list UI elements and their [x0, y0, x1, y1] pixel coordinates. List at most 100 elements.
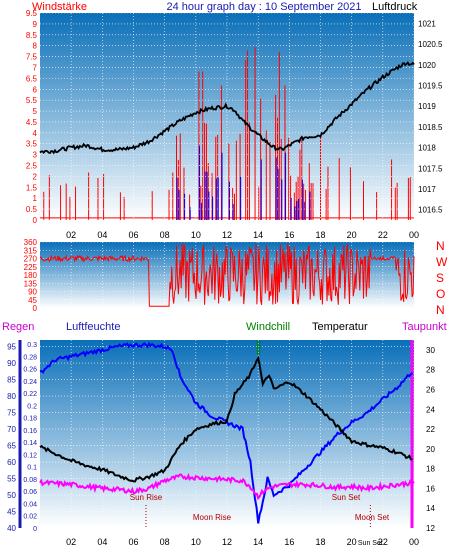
page-title: 24 hour graph day : 10 September 2021 — [166, 1, 361, 13]
moon-set-annotation: Moon Set — [355, 513, 390, 522]
p3-x-tick-label: 20 — [347, 537, 357, 547]
p3-temp-tick-label: 26 — [426, 385, 435, 394]
p3-humidity-tick-label: 65 — [7, 442, 16, 451]
p3-humidity-tick-label: 80 — [7, 392, 16, 401]
p1-y-left-tick-label: 6.5 — [26, 74, 38, 83]
temperatur-label: Temperatur — [312, 321, 368, 333]
p3-x-tick-label: 04 — [97, 537, 107, 547]
p1-y-left-tick-label: 6 — [33, 85, 38, 94]
p1-y-left-tick-label: 9.5 — [26, 9, 38, 18]
p2-y-tick-label: 315 — [24, 246, 38, 255]
windchill-label: Windchill — [246, 321, 290, 333]
p3-x-tick-label: 08 — [160, 537, 170, 547]
p1-y-right-tick-label: 1019.5 — [418, 81, 443, 90]
p1-x-tick-label: 10 — [191, 230, 201, 240]
p3-humidity-tick-label: 95 — [7, 343, 16, 352]
p3-rain-tick-label: 0.14 — [23, 440, 37, 447]
p1-y-right-tick-label: 1018 — [418, 144, 436, 153]
sun-set-annotation: Sun Set — [332, 493, 361, 502]
p3-humidity-tick-label: 60 — [7, 458, 16, 467]
p3-x-tick-label: 16 — [284, 537, 294, 547]
sun-rise-annotation: Sun Rise — [130, 493, 163, 502]
p3-humidity-tick-label: 45 — [7, 508, 16, 517]
p3-rain-tick-label: 0.08 — [23, 477, 37, 484]
p2-y-tick-label: 0 — [33, 304, 38, 313]
p2-y-tick-label: 270 — [24, 255, 38, 264]
p3-temp-tick-label: 20 — [426, 445, 435, 454]
p2-y-tick-label: 135 — [24, 279, 38, 288]
p3-rain-tick-label: 0.1 — [27, 465, 37, 472]
p1-x-tick-label: 12 — [222, 230, 232, 240]
p1-y-left-tick-label: 5.5 — [26, 96, 38, 105]
p1-y-left-tick-label: 8.5 — [26, 31, 38, 40]
dir-label-n-top: N — [436, 239, 445, 253]
p1-y-right-tick-label: 1016.5 — [418, 206, 443, 215]
temp-humidity-panel: 40 45 50 55 60 65 70 75 80 85 90 95 0 0.02 0.04 0.06 0.0… — [7, 340, 435, 547]
p1-y-left-tick-label: 3.5 — [26, 140, 38, 149]
p1-y-left-tick-label: 1.5 — [26, 183, 38, 192]
p1-y-left-tick-label: 3 — [33, 151, 38, 160]
wind-pressure-panel: 02 04 06 08 10 12 14 16 18 20 22 0000.511.522.533.5… — [26, 9, 443, 240]
p3-x-tick-label: 22 — [378, 537, 388, 547]
p1-x-tick-label: 04 — [97, 230, 107, 240]
p1-y-right-tick-label: 1017.5 — [418, 164, 443, 173]
p1-x-tick-label: 18 — [315, 230, 325, 240]
temperature-line — [39, 355, 413, 483]
p1-y-right-tick-label: 1019 — [418, 102, 436, 111]
p3-humidity-tick-label: 40 — [7, 524, 16, 533]
p3-temp-tick-label: 28 — [426, 366, 435, 375]
p1-x-tick-label: 08 — [160, 230, 170, 240]
p3-humidity-tick-label: 90 — [7, 359, 16, 368]
windstaerke-label: Windstärke — [32, 1, 87, 13]
p3-temp-tick-label: 14 — [426, 504, 435, 513]
p2-y-tick-label: 225 — [24, 263, 38, 272]
p1-y-left-tick-label: 5 — [33, 107, 38, 116]
p1-y-left-tick-label: 0.5 — [26, 205, 38, 214]
p3-rain-tick-label: 0.3 — [27, 342, 37, 349]
p3-rain-tick-label: 0.26 — [23, 367, 37, 374]
p3-rain-tick-label: 0.28 — [23, 354, 37, 361]
p3-rain-tick-label: 0.12 — [23, 452, 37, 459]
p1-x-tick-label: 06 — [128, 230, 138, 240]
p1-y-left-tick-label: 0 — [33, 216, 38, 225]
p3-rain-tick-label: 0.06 — [23, 489, 37, 496]
p3-x-tick-label: 06 — [128, 537, 138, 547]
p1-y-left-tick-label: 2.5 — [26, 162, 38, 171]
p3-rain-tick-label: 0.18 — [23, 416, 37, 423]
p3-humidity-tick-label: 55 — [7, 475, 16, 484]
p1-y-left-tick-label: 4.5 — [26, 118, 38, 127]
p3-x-tick-label: 02 — [66, 537, 76, 547]
p3-rain-tick-label: 0 — [33, 526, 37, 533]
p1-x-tick-label: 16 — [284, 230, 294, 240]
p1-y-right-tick-label: 1021 — [418, 19, 436, 28]
p1-x-tick-label: 02 — [66, 230, 76, 240]
p3-temp-tick-label: 30 — [426, 346, 435, 355]
p3-humidity-tick-label: 85 — [7, 376, 16, 385]
p3-x-tick-label: Sun Set — [358, 540, 383, 547]
p2-y-tick-label: 45 — [28, 296, 37, 305]
p3-x-tick-label: 18 — [315, 537, 325, 547]
p3-temp-tick-label: 16 — [426, 484, 435, 493]
p2-y-tick-label: 360 — [24, 238, 38, 247]
p1-y-left-tick-label: 7.5 — [26, 53, 38, 62]
p3-rain-tick-label: 0.22 — [23, 391, 37, 398]
p1-y-left-tick-label: 9 — [33, 20, 38, 29]
p1-y-right-tick-label: 1020.5 — [418, 40, 443, 49]
p1-y-left-tick-label: 1 — [33, 194, 38, 203]
p1-y-right-tick-label: 1017 — [418, 185, 436, 194]
dir-label-w: W — [436, 255, 448, 269]
p3-x-tick-label: 14 — [253, 537, 263, 547]
p2-y-tick-label: 90 — [28, 288, 37, 297]
p3-humidity-tick-label: 75 — [7, 409, 16, 418]
p3-humidity-tick-label: 50 — [7, 491, 16, 500]
p1-y-right-tick-label: 1018.5 — [418, 123, 443, 132]
wind-direction-line — [39, 243, 415, 307]
dewpoint-line — [39, 472, 415, 501]
p3-rain-tick-label: 0.02 — [23, 514, 37, 521]
luftfeuchte-label: Luftfeuchte — [66, 321, 120, 333]
p3-rain-tick-label: 0.24 — [23, 379, 37, 386]
p1-y-left-tick-label: 4 — [33, 129, 38, 138]
